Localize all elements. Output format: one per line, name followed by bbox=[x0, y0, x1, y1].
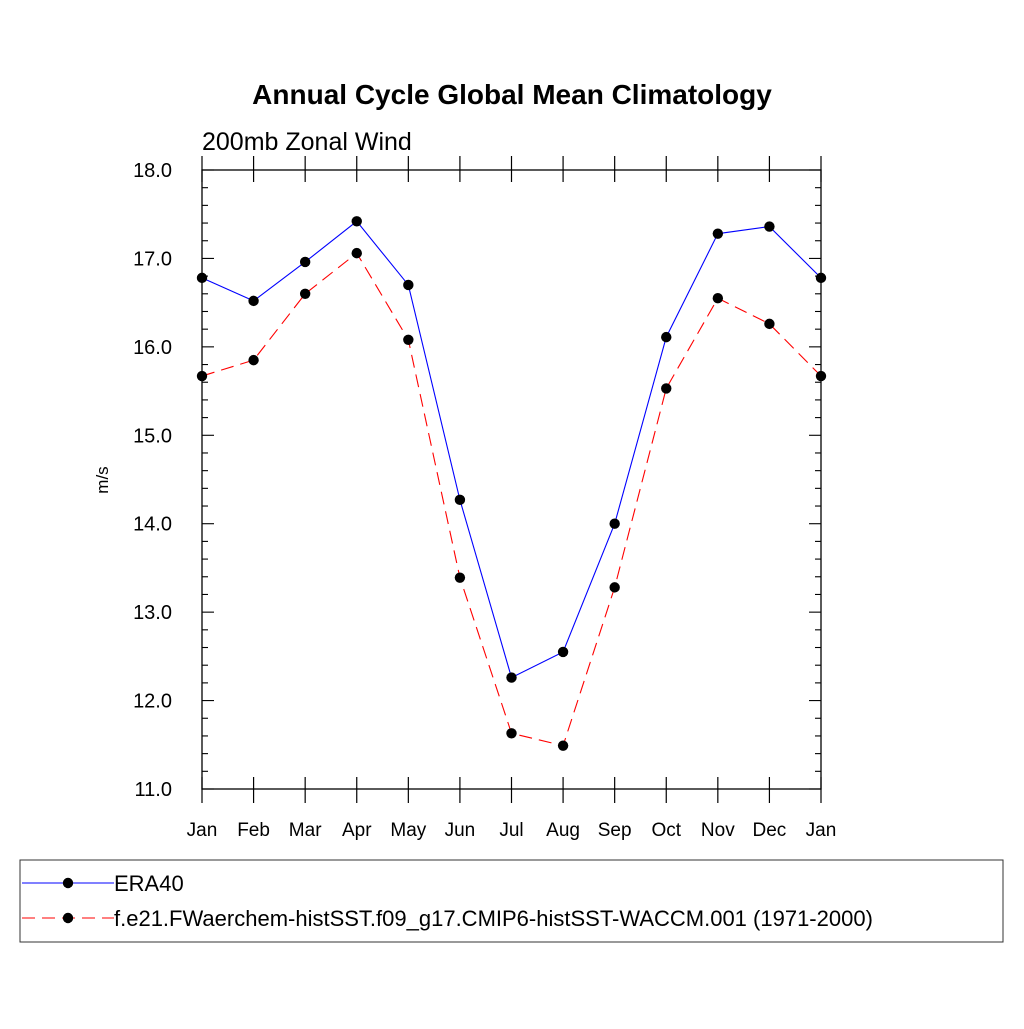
x-tick-label: Aug bbox=[546, 820, 580, 841]
series-line-1 bbox=[201, 220, 822, 679]
x-tick-label: Jul bbox=[499, 820, 523, 841]
chart-title: Annual Cycle Global Mean Climatology bbox=[252, 79, 772, 110]
x-tick-label: May bbox=[390, 820, 426, 841]
data-point bbox=[609, 582, 620, 593]
y-tick-label: 13.0 bbox=[133, 602, 172, 624]
data-point bbox=[815, 272, 827, 284]
x-tick-label: Oct bbox=[651, 820, 681, 841]
data-point bbox=[196, 272, 208, 284]
y-tick-label: 12.0 bbox=[133, 691, 172, 713]
data-point bbox=[403, 279, 414, 291]
data-point bbox=[764, 221, 775, 232]
data-point bbox=[764, 318, 775, 330]
data-point bbox=[815, 370, 827, 382]
y-tick-label: 17.0 bbox=[133, 248, 172, 270]
data-point bbox=[299, 256, 311, 268]
chart-subtitle: 200mb Zonal Wind bbox=[202, 128, 412, 156]
x-tick-label: Nov bbox=[701, 820, 735, 841]
data-point bbox=[712, 293, 724, 304]
x-tick-label: Jan bbox=[187, 820, 218, 841]
x-tick-label: Mar bbox=[289, 820, 322, 841]
y-tick-label: 18.0 bbox=[133, 160, 172, 182]
data-point bbox=[248, 295, 259, 307]
data-point bbox=[661, 383, 672, 394]
x-tick-label: Feb bbox=[237, 820, 270, 841]
data-point bbox=[454, 572, 466, 583]
data-point bbox=[351, 216, 362, 227]
data-point bbox=[196, 370, 208, 382]
legend: ERA40 f.e21.FWaerchem-histSST.f09_g17.CMI… bbox=[19, 859, 1004, 943]
plot-frame bbox=[201, 169, 822, 790]
legend-entry-1: ERA40 bbox=[114, 871, 184, 896]
plot-area: Jan Feb Mar Apr May Jun Jul Aug Sep Oct Nov Dec Jan 1… bbox=[133, 156, 836, 841]
y-tick-label: 15.0 bbox=[133, 425, 172, 447]
data-point bbox=[403, 334, 414, 345]
data-point bbox=[351, 247, 362, 259]
x-tick-label: Jun bbox=[445, 820, 476, 841]
data-point bbox=[609, 518, 620, 529]
series-line-2 bbox=[201, 252, 822, 747]
legend-marker-2 bbox=[62, 912, 74, 924]
data-point bbox=[557, 740, 569, 751]
data-point bbox=[506, 672, 517, 683]
data-point bbox=[557, 646, 569, 658]
data-point bbox=[299, 288, 311, 299]
legend-entry-2: f.e21.FWaerchem-histSST.f09_g17.CMIP6-hi… bbox=[114, 906, 873, 931]
data-point bbox=[661, 331, 672, 343]
y-axis-label: m/s bbox=[93, 466, 112, 493]
legend-marker-1 bbox=[62, 877, 74, 889]
x-tick-label: Jan bbox=[806, 820, 837, 841]
data-point bbox=[248, 354, 259, 366]
x-tick-label: Dec bbox=[753, 820, 787, 841]
y-tick-label: 16.0 bbox=[133, 337, 172, 359]
legend-box bbox=[19, 859, 1004, 943]
x-tick-label: Apr bbox=[342, 820, 372, 841]
data-point bbox=[506, 728, 517, 739]
data-point bbox=[454, 494, 466, 506]
x-tick-label: Sep bbox=[598, 820, 632, 841]
y-tick-label: 14.0 bbox=[133, 514, 172, 536]
y-tick-label: 11.0 bbox=[135, 779, 172, 801]
data-point bbox=[712, 228, 724, 239]
